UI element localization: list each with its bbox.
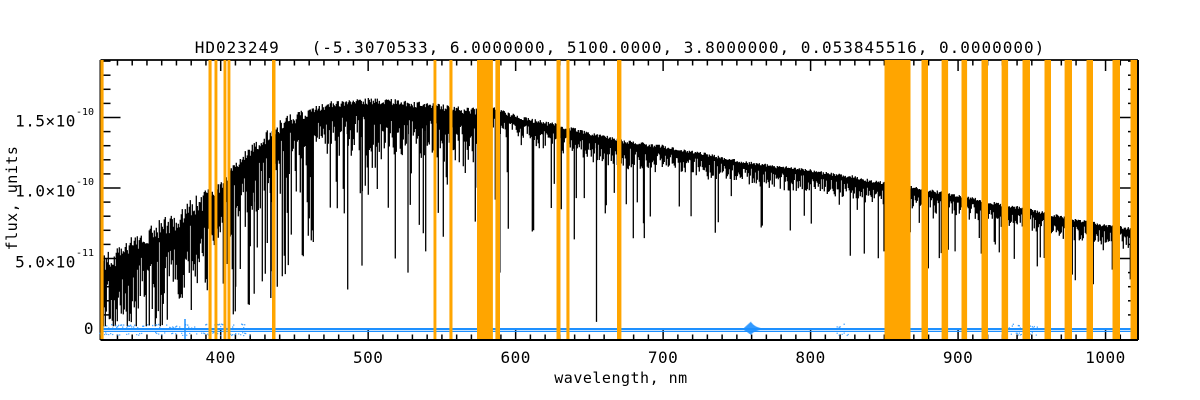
x-axis-label: wavelength, nm — [554, 369, 688, 387]
masked-band — [1064, 60, 1072, 339]
masked-band — [433, 60, 437, 339]
masked-band — [1022, 60, 1030, 339]
masked-band — [1130, 60, 1137, 339]
masked-band — [981, 60, 988, 339]
masked-band — [617, 60, 622, 339]
masked-band — [1086, 60, 1093, 339]
masked-band — [884, 60, 911, 339]
masked-band — [556, 60, 561, 339]
x-tick-label: 1000 — [1085, 348, 1126, 367]
x-tick-label: 400 — [205, 348, 236, 367]
masked-band — [566, 60, 570, 339]
tick-marks — [100, 60, 1138, 340]
y-tick-label: 5.0×10-11 — [15, 247, 94, 271]
masked-band — [208, 60, 212, 339]
masked-band — [1112, 60, 1120, 339]
masked-band — [449, 60, 453, 339]
masked-telluric-bands — [100, 60, 1137, 339]
masked-band — [495, 60, 500, 339]
masked-band — [214, 60, 218, 339]
masked-band — [100, 60, 104, 339]
x-tick-label: 900 — [942, 348, 974, 367]
plot-title: HD023249 (-5.3070533, 6.0000000, 5100.00… — [194, 38, 1046, 57]
x-tick-label: 800 — [795, 348, 826, 367]
x-tick-label: 600 — [500, 348, 531, 367]
masked-band — [227, 60, 231, 339]
x-tick-label: 700 — [647, 348, 679, 367]
x-tick-label: 500 — [352, 348, 384, 367]
masked-band — [921, 60, 928, 339]
masked-band — [961, 60, 968, 339]
masked-band — [1044, 60, 1051, 339]
masked-band — [941, 60, 949, 339]
y-tick-label: 1.5×10-10 — [15, 106, 94, 130]
masked-band — [272, 60, 276, 339]
masked-band — [1001, 60, 1009, 339]
masked-band — [477, 60, 493, 339]
y-tick-label: 0 — [83, 319, 94, 338]
masked-band — [223, 60, 227, 339]
y-tick-label: 1.0×10-10 — [15, 177, 94, 201]
